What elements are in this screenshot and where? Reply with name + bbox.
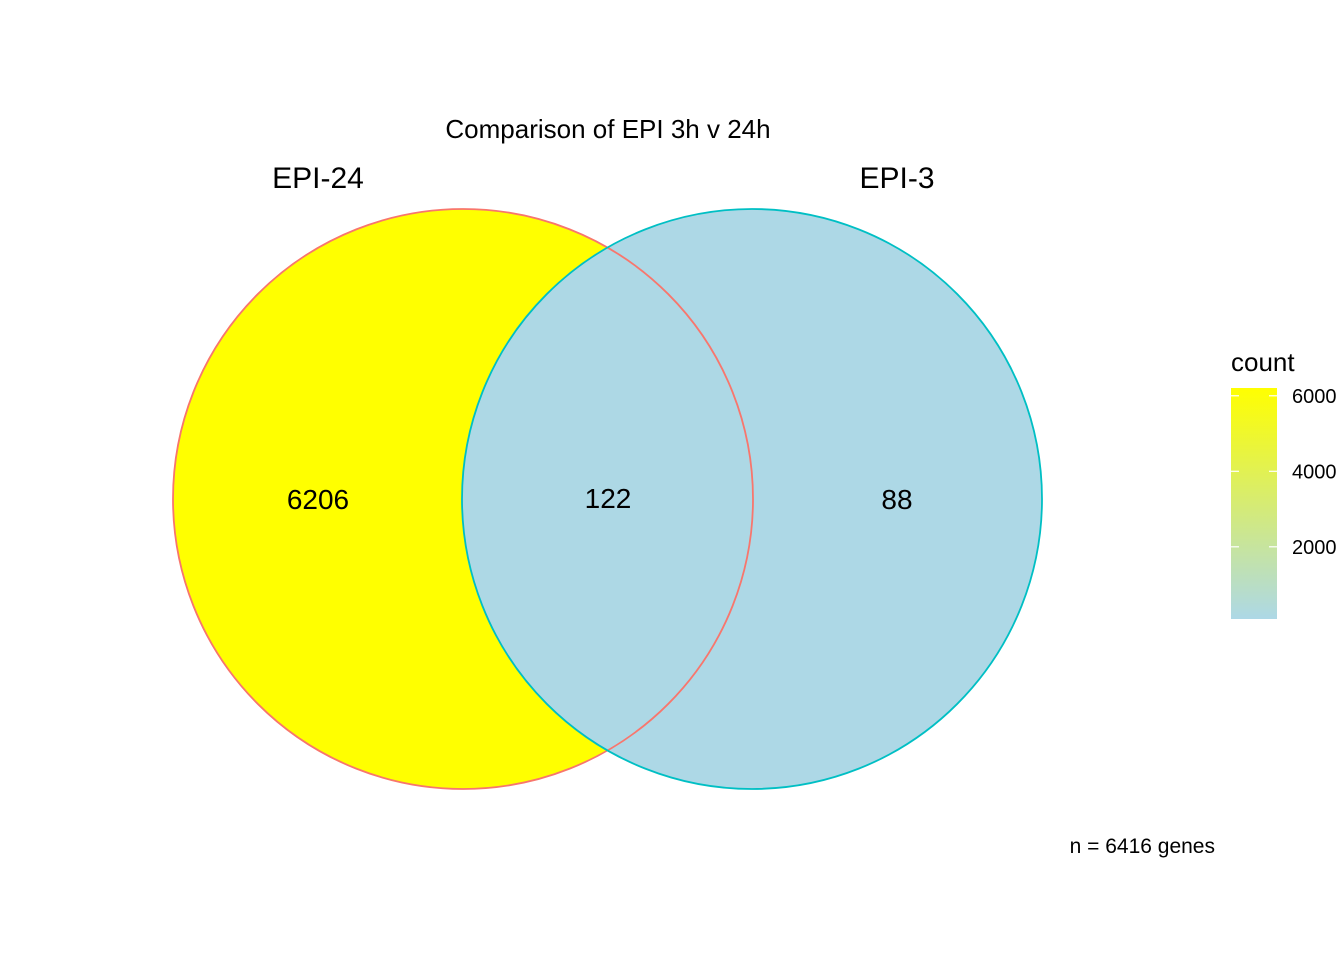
- region-intersection: [462, 209, 753, 789]
- set-label-epi-3: EPI-3: [859, 162, 934, 195]
- count-label-epi-24: 6206: [287, 484, 349, 515]
- legend-tick-label: 2000: [1292, 537, 1337, 559]
- legend: count 2000 4000 6000: [1231, 347, 1337, 619]
- legend-colorbar: [1231, 388, 1277, 619]
- legend-tick-label: 4000: [1292, 461, 1337, 483]
- chart-title: Comparison of EPI 3h v 24h: [445, 114, 770, 144]
- legend-title: count: [1231, 347, 1295, 377]
- set-outline-epi-3: [461, 208, 1043, 790]
- set-label-epi-24: EPI-24: [272, 162, 364, 195]
- caption: n = 6416 genes: [1070, 835, 1215, 858]
- set-outline-epi-24: [172, 208, 754, 790]
- legend-tick-label: 6000: [1292, 386, 1337, 408]
- count-label-epi-24-epi-3: 122: [585, 483, 632, 514]
- count-label-epi-3: 88: [881, 484, 912, 515]
